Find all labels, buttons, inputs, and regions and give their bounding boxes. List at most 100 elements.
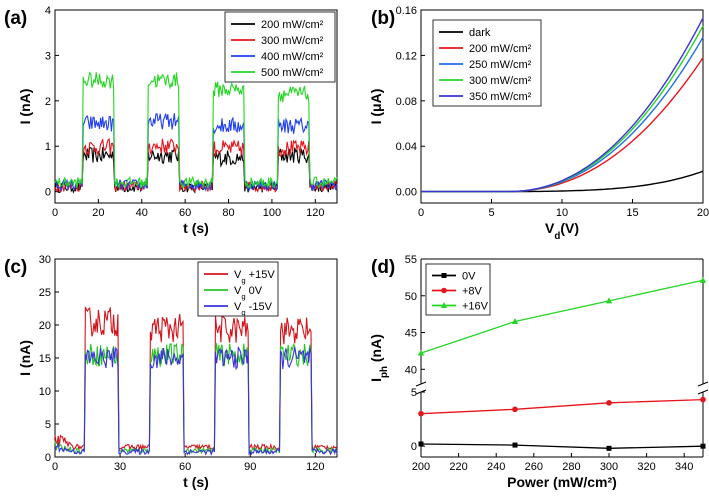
panel-d-marker <box>605 297 613 304</box>
panel-d-xtick-label: 220 <box>449 461 467 473</box>
panel-2-xtick-label: 60 <box>179 461 191 473</box>
legend-c-label: Vg -15V <box>234 301 273 317</box>
panel-2-ytick-label: 30 <box>39 254 51 266</box>
panel-d-upper-ytick-label: 40 <box>405 364 417 376</box>
panel-d-marker <box>417 349 425 356</box>
legend-c-box <box>197 261 279 317</box>
panel-b-xtick-label: 20 <box>697 207 709 219</box>
legend-d-marker <box>441 302 447 308</box>
legend-d-label: +8V <box>462 286 483 298</box>
panel-d-marker <box>606 400 612 406</box>
panel-2-xtick-label: 30 <box>114 461 126 473</box>
panel-b-ytick-label: 0.16 <box>396 5 417 17</box>
panel-2-series-1 <box>54 342 338 456</box>
legend-d-box <box>425 263 491 316</box>
panel-d-xtick-label: 300 <box>600 461 618 473</box>
panel-d-upper-ytick-label: 55 <box>405 254 417 266</box>
panel-0-ytick-label: 2 <box>45 96 51 108</box>
panel-d-lower-ytick-label: 5 <box>411 387 417 399</box>
y-axis-label: Iph (nA) <box>368 334 390 382</box>
panel-2-series-0 <box>54 306 338 452</box>
y-axis-label: I (nA) <box>17 89 33 125</box>
panel-d-marker <box>511 318 519 324</box>
panel-2-xtick-label: 0 <box>52 461 58 473</box>
legend-a-label: 300 mW/cm² <box>261 35 324 47</box>
panel-0-xtick-label: 120 <box>306 207 324 219</box>
panel-d-xtick-label: 320 <box>637 461 655 473</box>
panel-0-xtick-label: 80 <box>222 207 234 219</box>
x-axis-label: Vd(V) <box>545 220 579 242</box>
panel-b-xtick-label: 10 <box>556 207 568 219</box>
panel-d-upper-ytick-label: 45 <box>405 328 417 340</box>
legend-b-label: 250 mW/cm² <box>469 59 532 71</box>
panel-d-series-0 <box>420 443 704 449</box>
panel-2-xtick-label: 120 <box>306 461 324 473</box>
panel-d-break-mark <box>415 381 427 387</box>
legend-b-box <box>432 19 542 107</box>
panel-2-ytick-label: 20 <box>39 320 51 332</box>
legend-a-label: 400 mW/cm² <box>261 51 324 63</box>
legend-d-marker <box>441 273 447 278</box>
panel-2-xtick-label: 90 <box>244 461 256 473</box>
panel-2-ytick-label: 5 <box>45 419 51 431</box>
legend-d-marker <box>441 287 447 294</box>
panel-d-xtick-label: 200 <box>412 461 430 473</box>
panel-d-upper-ytick-label: 50 <box>405 291 417 303</box>
x-axis-label: t (s) <box>183 220 209 236</box>
panel-label: (d) <box>371 257 395 278</box>
panel-0-frame <box>54 9 338 204</box>
legend-a-label: 200 mW/cm² <box>261 19 324 31</box>
panel-b-series-4 <box>421 17 704 193</box>
legend-a-label: 500 mW/cm² <box>261 67 324 79</box>
panel-0-series-1 <box>54 138 338 194</box>
panel-0-xtick-label: 0 <box>52 207 58 219</box>
panel-d-series-2 <box>420 279 704 354</box>
panel-2-ytick-label: 25 <box>39 287 51 299</box>
legend-c-label: Vg +15V <box>234 269 275 285</box>
panel-d-marker <box>606 445 612 451</box>
panel-b-ytick-label: 0.00 <box>396 187 417 199</box>
panel-d-marker <box>418 441 424 447</box>
y-axis-label: I (μA) <box>368 89 384 125</box>
panel-label: (c) <box>4 257 27 278</box>
panel-d-marker <box>512 442 518 448</box>
panel-2-frame <box>54 258 338 458</box>
panel-2-series-2 <box>54 346 338 456</box>
panel-d-xtick-label: 260 <box>525 461 543 473</box>
panel-d-marker <box>699 276 707 283</box>
legend-c-label: Vg 0V <box>234 285 263 301</box>
panel-0-xtick-label: 40 <box>136 207 148 219</box>
y-axis-label: I (nA) <box>17 340 33 376</box>
panel-d-xtick-label: 340 <box>675 461 693 473</box>
panel-2-ytick-label: 15 <box>39 353 51 365</box>
legend-b-label: 200 mW/cm² <box>469 43 532 55</box>
x-axis-label: t (s) <box>183 474 209 490</box>
panel-label: (b) <box>371 8 395 29</box>
panel-0-xtick-label: 100 <box>263 207 281 219</box>
panel-d-break-mark <box>697 381 709 387</box>
panel-b-ytick-label: 0.08 <box>396 96 417 108</box>
panel-b-ytick-label: 0.12 <box>396 50 417 62</box>
panel-0-ytick-label: 4 <box>45 5 51 17</box>
panel-d-xtick-label: 280 <box>562 461 580 473</box>
panel-0-ytick-label: 0 <box>45 187 51 199</box>
legend-d-label: +16V <box>462 301 489 313</box>
panel-d-lower-ytick-label: 0 <box>411 441 417 453</box>
panel-2-ytick-label: 0 <box>45 452 51 464</box>
panel-d-series-1 <box>420 398 704 415</box>
panel-d-marker <box>512 406 518 413</box>
panel-d-xtick-label: 240 <box>487 461 505 473</box>
legend-b-label: 350 mW/cm² <box>469 91 532 103</box>
legend-b-label: 300 mW/cm² <box>469 75 532 87</box>
panel-d-break-mark <box>697 389 709 395</box>
panel-0-ytick-label: 1 <box>45 141 51 153</box>
panel-0-xtick-label: 60 <box>179 207 191 219</box>
x-axis-label: Power (mW/cm²) <box>507 474 617 490</box>
panel-b-xtick-label: 0 <box>418 207 424 219</box>
panel-b-ytick-label: 0.04 <box>396 141 417 153</box>
panel-0-xtick-label: 20 <box>92 207 104 219</box>
panel-label: (a) <box>4 8 27 29</box>
panel-0-series-3 <box>54 71 338 190</box>
panel-0-ytick-label: 3 <box>45 50 51 62</box>
